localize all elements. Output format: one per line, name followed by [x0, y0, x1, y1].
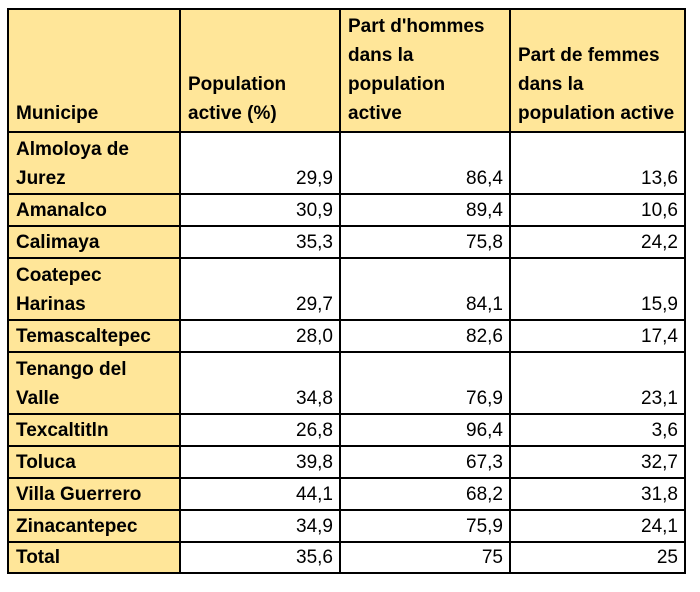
table-row: Coatepec Harinas 29,7 84,1 15,9	[7, 257, 686, 321]
part-hommes-cell: 67,3	[339, 445, 511, 479]
part-hommes-cell: 96,4	[339, 413, 511, 447]
part-hommes-cell: 68,2	[339, 477, 511, 511]
table-row: Zinacantepec 34,9 75,9 24,1	[7, 509, 686, 543]
part-femmes-cell: 13,6	[509, 131, 686, 195]
header-population-active: Population active (%)	[179, 8, 341, 133]
table-row: Amanalco 30,9 89,4 10,6	[7, 193, 686, 227]
table-row: Almoloya de Jurez 29,9 86,4 13,6	[7, 131, 686, 195]
part-hommes-cell: 75,9	[339, 509, 511, 543]
population-active-cell: 34,8	[179, 351, 341, 415]
part-hommes-cell: 75,8	[339, 225, 511, 259]
header-row: Municipe Population active (%) Part d'ho…	[7, 8, 686, 133]
total-part-femmes: 25	[509, 541, 686, 574]
part-hommes-cell: 86,4	[339, 131, 511, 195]
part-hommes-cell: 84,1	[339, 257, 511, 321]
part-hommes-cell: 89,4	[339, 193, 511, 227]
population-active-cell: 35,3	[179, 225, 341, 259]
municipe-cell: Calimaya	[7, 225, 181, 259]
part-hommes-cell: 82,6	[339, 319, 511, 353]
header-part-femmes: Part de femmes dans la population active	[509, 8, 686, 133]
table-row: Toluca 39,8 67,3 32,7	[7, 445, 686, 479]
header-municipe: Municipe	[7, 8, 181, 133]
header-part-hommes: Part d'hommes dans la population active	[339, 8, 511, 133]
table-row: Texcaltitln 26,8 96,4 3,6	[7, 413, 686, 447]
population-active-cell: 44,1	[179, 477, 341, 511]
municipe-cell: Almoloya de Jurez	[7, 131, 181, 195]
part-femmes-cell: 23,1	[509, 351, 686, 415]
table-row: Temascaltepec 28,0 82,6 17,4	[7, 319, 686, 353]
municipe-cell: Amanalco	[7, 193, 181, 227]
data-table: Municipe Population active (%) Part d'ho…	[7, 8, 686, 574]
population-active-cell: 28,0	[179, 319, 341, 353]
population-active-cell: 34,9	[179, 509, 341, 543]
total-label: Total	[7, 541, 181, 574]
table-row: Tenango del Valle 34,8 76,9 23,1	[7, 351, 686, 415]
part-femmes-cell: 17,4	[509, 319, 686, 353]
table-row: Calimaya 35,3 75,8 24,2	[7, 225, 686, 259]
total-population-active: 35,6	[179, 541, 341, 574]
municipe-cell: Texcaltitln	[7, 413, 181, 447]
part-femmes-cell: 15,9	[509, 257, 686, 321]
population-active-cell: 26,8	[179, 413, 341, 447]
population-active-cell: 29,9	[179, 131, 341, 195]
total-row: Total 35,6 75 25	[7, 541, 686, 574]
part-femmes-cell: 24,2	[509, 225, 686, 259]
population-active-cell: 30,9	[179, 193, 341, 227]
municipe-cell: Tenango del Valle	[7, 351, 181, 415]
part-femmes-cell: 32,7	[509, 445, 686, 479]
table-row: Villa Guerrero 44,1 68,2 31,8	[7, 477, 686, 511]
municipe-cell: Coatepec Harinas	[7, 257, 181, 321]
population-active-cell: 39,8	[179, 445, 341, 479]
part-femmes-cell: 3,6	[509, 413, 686, 447]
part-femmes-cell: 24,1	[509, 509, 686, 543]
total-part-hommes: 75	[339, 541, 511, 574]
part-femmes-cell: 31,8	[509, 477, 686, 511]
municipe-cell: Temascaltepec	[7, 319, 181, 353]
municipe-cell: Zinacantepec	[7, 509, 181, 543]
municipe-cell: Toluca	[7, 445, 181, 479]
population-active-cell: 29,7	[179, 257, 341, 321]
part-hommes-cell: 76,9	[339, 351, 511, 415]
part-femmes-cell: 10,6	[509, 193, 686, 227]
municipe-cell: Villa Guerrero	[7, 477, 181, 511]
